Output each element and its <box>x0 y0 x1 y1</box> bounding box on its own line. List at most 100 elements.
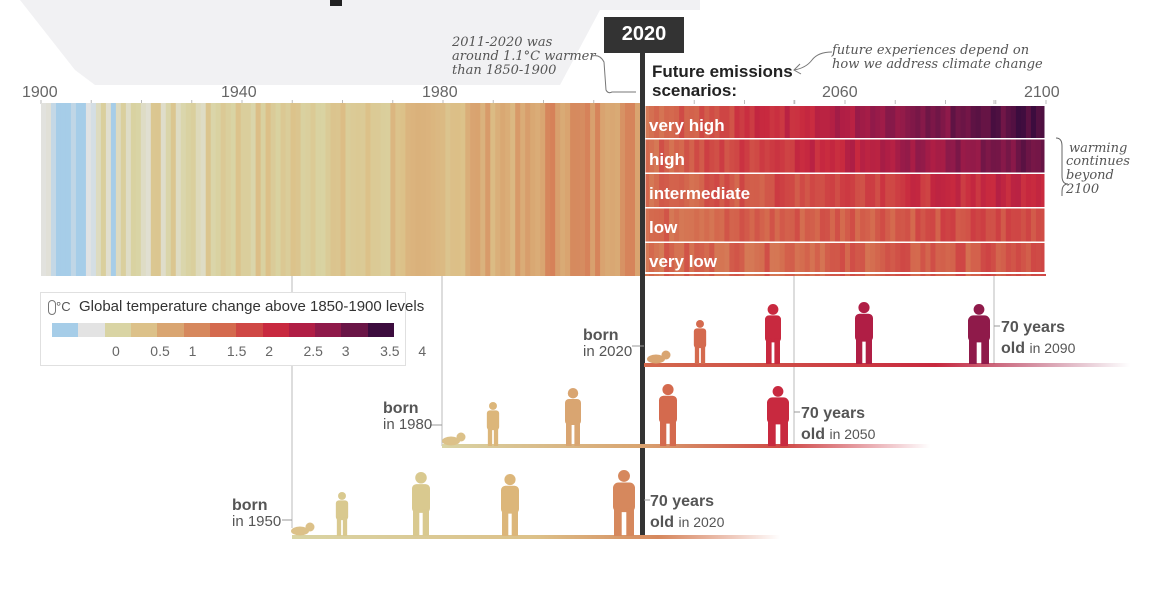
scenario-stripe <box>930 174 937 207</box>
person-body <box>855 313 873 342</box>
observed-stripe <box>345 103 352 276</box>
person-leg-right <box>780 420 788 446</box>
scenario-stripe <box>995 208 1002 242</box>
person-head <box>772 386 784 397</box>
scenario-stripe <box>684 105 690 138</box>
person-head <box>415 472 427 484</box>
observed-stripe <box>250 103 257 276</box>
scenario-stripe <box>649 243 655 276</box>
annotation-future-arrow <box>793 51 833 75</box>
scenario-stripe <box>679 174 685 207</box>
scenario-divider <box>644 241 1046 243</box>
person-body <box>765 315 781 343</box>
scenario-stripe <box>890 243 896 276</box>
observed-stripe <box>45 103 52 276</box>
scenario-stripe <box>985 208 992 242</box>
person-leg-left <box>413 509 420 536</box>
scenario-stripes <box>644 104 1046 276</box>
scenario-stripe <box>799 208 806 242</box>
year-2020-marker: 2020 <box>604 17 684 53</box>
person-body <box>486 410 500 431</box>
scenario-stripe <box>789 105 796 138</box>
observed-stripe <box>585 103 591 276</box>
legend-swatch <box>341 323 368 337</box>
observed-stripe <box>230 103 237 276</box>
scenario-stripe <box>709 208 715 242</box>
legend-swatch <box>209 323 237 337</box>
person-leg-right <box>574 421 580 446</box>
observed-stripe <box>365 103 372 276</box>
observed-stripe <box>375 103 382 276</box>
scenario-stripe <box>704 139 710 173</box>
scenario-stripe <box>1005 208 1012 242</box>
scenario-stripe <box>704 105 710 138</box>
scenario-stripe <box>674 139 680 173</box>
scenario-stripe <box>654 174 660 207</box>
scenario-stripe <box>1040 139 1046 173</box>
scenario-stripe <box>644 208 650 242</box>
person-body <box>968 315 990 343</box>
scenario-stripe <box>674 208 680 242</box>
annotation-observed-line2: around 1.1°C warmer <box>452 49 596 64</box>
scenario-stripe <box>809 105 816 138</box>
scenario-stripe <box>719 105 726 138</box>
scenario-stripe <box>734 105 741 138</box>
scenario-stripe <box>970 243 977 276</box>
scenario-stripe <box>784 105 791 138</box>
scenario-stripe <box>850 105 856 138</box>
scenario-stripe <box>965 243 972 276</box>
scenario-stripe <box>689 208 695 242</box>
scenario-stripe <box>885 174 891 207</box>
scenario-stripe <box>965 208 972 242</box>
observed-stripe <box>260 103 267 276</box>
thermometer-icon <box>48 300 56 315</box>
person-leg-right <box>342 517 348 536</box>
scenario-stripe <box>940 174 947 207</box>
scenario-stripe <box>960 243 967 276</box>
scenario-stripe <box>839 208 846 242</box>
scenario-stripe <box>990 105 997 138</box>
observed-stripe <box>575 103 581 276</box>
observed-stripe <box>505 103 511 276</box>
age-2050-num: 70 years <box>801 405 866 422</box>
scenario-stripe <box>995 174 1002 207</box>
generation-timeline-bar <box>292 535 780 539</box>
scenario-stripe <box>829 208 836 242</box>
scenario-stripe <box>749 208 756 242</box>
observed-stripe <box>295 103 302 276</box>
scenario-stripe <box>900 208 906 242</box>
scenario-stripe <box>774 105 781 138</box>
scenario-stripe <box>925 139 932 173</box>
scenario-stripe <box>739 243 746 276</box>
scenario-stripe <box>784 243 791 276</box>
scenario-stripe <box>749 174 756 207</box>
observed-stripe <box>70 103 77 276</box>
scenario-stripe <box>824 243 831 276</box>
scenario-stripe <box>799 174 806 207</box>
scenario-stripe <box>734 208 741 242</box>
scenario-stripe <box>794 174 801 207</box>
scenario-stripe <box>845 139 851 173</box>
scenario-stripe <box>679 208 685 242</box>
person-leg-left <box>566 421 572 446</box>
scenario-stripe <box>709 174 715 207</box>
legend-tick: 1.5 <box>226 343 247 359</box>
legend-swatch <box>288 323 316 337</box>
person-head <box>858 302 870 314</box>
scenario-stripe <box>694 139 700 173</box>
observed-stripe <box>380 103 387 276</box>
scenario-stripe <box>870 105 876 138</box>
observed-stripe <box>145 103 152 276</box>
scenario-stripe <box>784 174 791 207</box>
scenario-stripe <box>684 208 690 242</box>
scenario-stripe <box>955 208 962 242</box>
scenario-stripe <box>674 174 680 207</box>
scenario-stripe <box>804 208 811 242</box>
scenario-stripe <box>985 174 992 207</box>
person-leg-left <box>487 427 493 446</box>
legend-tick: 2 <box>265 343 273 359</box>
scenario-stripe <box>865 174 871 207</box>
scenario-stripe <box>754 139 761 173</box>
year-2020-line <box>640 53 645 537</box>
legend-title: Global temperature change above 1850-190… <box>79 298 425 315</box>
